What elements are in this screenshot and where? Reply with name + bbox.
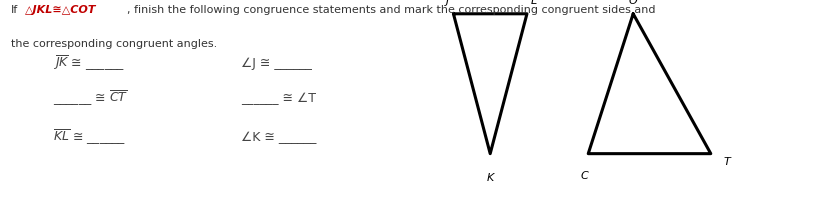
Text: If: If (11, 5, 18, 15)
Text: ______ ≅ ∠T: ______ ≅ ∠T (241, 92, 316, 105)
Text: T: T (723, 157, 730, 166)
Text: , finish the following congruence statements and mark the corresponding congruen: , finish the following congruence statem… (127, 5, 655, 15)
Text: L: L (531, 0, 538, 6)
Text: ______ ≅ $\overline{CT}$: ______ ≅ $\overline{CT}$ (53, 89, 128, 108)
Text: ∠K ≅ ______: ∠K ≅ ______ (241, 131, 316, 144)
Text: $\overline{JK}$ ≅ ______: $\overline{JK}$ ≅ ______ (53, 54, 125, 72)
Text: $\overline{KL}$ ≅ ______: $\overline{KL}$ ≅ ______ (53, 128, 127, 147)
Text: ∠J ≅ ______: ∠J ≅ ______ (241, 57, 312, 70)
Text: K: K (487, 173, 493, 183)
Text: C: C (580, 171, 588, 181)
Text: the corresponding congruent angles.: the corresponding congruent angles. (11, 39, 217, 49)
Text: J: J (446, 0, 449, 6)
Text: △JKL≅△COT: △JKL≅△COT (25, 5, 97, 15)
Text: O: O (629, 0, 637, 6)
